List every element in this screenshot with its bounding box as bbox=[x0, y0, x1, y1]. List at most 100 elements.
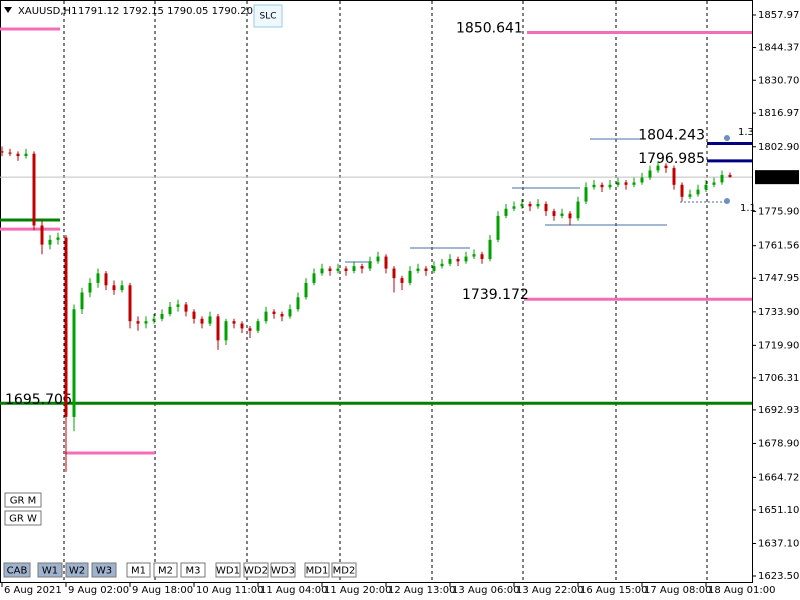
button[interactable]: WD2 bbox=[243, 562, 269, 578]
candle-body bbox=[208, 316, 212, 324]
marker-label: 1.3 bbox=[738, 127, 754, 138]
candle-body bbox=[400, 278, 404, 283]
button-label: WD3 bbox=[271, 566, 295, 577]
button-frame bbox=[331, 562, 357, 578]
level-label: 1850.641 bbox=[456, 21, 523, 37]
y-tick-label: 1637.10 bbox=[758, 538, 799, 549]
candle-body bbox=[128, 285, 132, 322]
button-frame bbox=[4, 510, 42, 526]
candle-body bbox=[712, 182, 716, 185]
candle-body bbox=[408, 270, 412, 283]
candle-body bbox=[296, 297, 300, 310]
button[interactable]: M3 bbox=[180, 562, 206, 578]
candle-body bbox=[360, 266, 364, 269]
candle-body bbox=[96, 273, 100, 283]
y-tick-label: 1802.90 bbox=[758, 142, 799, 153]
candle-body bbox=[288, 309, 292, 317]
y-tick-label: 1623.50 bbox=[758, 571, 799, 582]
candle-body bbox=[136, 321, 140, 324]
candle-body bbox=[200, 318, 204, 324]
button-frame bbox=[37, 562, 63, 578]
button-label: W1 bbox=[42, 566, 58, 577]
candle-body bbox=[584, 187, 588, 202]
candle-body bbox=[312, 273, 316, 283]
candle-body bbox=[552, 211, 556, 216]
button-label: WD2 bbox=[244, 566, 268, 577]
x-tick-label: 11 Aug 04:00 bbox=[260, 585, 327, 596]
button[interactable]: MD2 bbox=[331, 562, 357, 578]
candle-body bbox=[656, 165, 660, 171]
candle-body bbox=[416, 268, 420, 271]
candle-body bbox=[192, 311, 196, 319]
menu-arrow[interactable] bbox=[4, 7, 12, 13]
anchor-dot bbox=[724, 135, 730, 141]
candle-body bbox=[64, 237, 68, 417]
button-frame bbox=[65, 562, 89, 578]
y-tick-label: 1775.90 bbox=[758, 206, 799, 217]
button-label: M3 bbox=[186, 566, 201, 577]
candle-body bbox=[696, 189, 700, 195]
candle-body bbox=[480, 254, 484, 259]
candle-body bbox=[672, 168, 676, 185]
button[interactable]: CAB bbox=[3, 562, 31, 578]
button[interactable]: W3 bbox=[91, 562, 117, 578]
y-tick-label: 1830.70 bbox=[758, 75, 799, 86]
candle-body bbox=[264, 311, 268, 322]
x-tick-label: 16 Aug 15:00 bbox=[580, 585, 647, 596]
candle-body bbox=[256, 321, 260, 331]
plot-frame bbox=[0, 0, 753, 583]
x-tick-label: 12 Aug 13:00 bbox=[388, 585, 455, 596]
candle-body bbox=[456, 258, 460, 262]
button[interactable]: WD3 bbox=[270, 562, 296, 578]
candle-body bbox=[512, 206, 516, 209]
candle-body bbox=[248, 328, 252, 331]
button[interactable]: WD1 bbox=[215, 562, 241, 578]
candle-body bbox=[272, 311, 276, 315]
candle-body bbox=[368, 261, 372, 269]
button-label: W3 bbox=[96, 566, 112, 577]
x-tick-label: 6 Aug 2021 bbox=[4, 585, 62, 596]
candle-body bbox=[536, 203, 540, 207]
candle-body bbox=[40, 225, 44, 245]
ohlc: 1791.12 1792.15 1790.05 1790.20 bbox=[78, 6, 253, 17]
candle-body bbox=[488, 239, 492, 259]
button[interactable]: M2 bbox=[153, 562, 178, 578]
button[interactable]: GR M bbox=[4, 492, 42, 508]
candle-body bbox=[0, 151, 4, 153]
last-price-box bbox=[755, 170, 799, 185]
candle-body bbox=[448, 258, 452, 264]
y-tick-label: 1761.56 bbox=[758, 241, 799, 252]
button[interactable]: M1 bbox=[126, 562, 151, 578]
button-frame bbox=[215, 562, 241, 578]
candle-body bbox=[384, 256, 388, 269]
candle-body bbox=[120, 285, 124, 291]
button-label: M1 bbox=[131, 566, 146, 577]
button-frame bbox=[304, 562, 330, 578]
button[interactable]: SLC bbox=[253, 4, 283, 28]
button[interactable]: MD1 bbox=[304, 562, 330, 578]
candle-body bbox=[648, 170, 652, 178]
button-label: WD1 bbox=[216, 566, 240, 577]
y-tick-label: 1678.90 bbox=[758, 438, 799, 449]
button-frame bbox=[126, 562, 151, 578]
candle-body bbox=[720, 174, 724, 183]
button-frame bbox=[4, 492, 42, 508]
candle-body bbox=[464, 256, 468, 262]
y-tick-label: 1733.90 bbox=[758, 307, 799, 318]
button-frame bbox=[243, 562, 269, 578]
candle-body bbox=[232, 321, 236, 324]
candle-body bbox=[352, 266, 356, 271]
symbol: XAUUSD,H1 bbox=[18, 6, 77, 17]
button-label: M2 bbox=[158, 566, 173, 577]
candle-body bbox=[48, 239, 52, 245]
candle-body bbox=[160, 314, 164, 319]
button[interactable]: W1 bbox=[37, 562, 63, 578]
y-tick-label: 1747.95 bbox=[758, 273, 799, 284]
button[interactable]: W2 bbox=[65, 562, 89, 578]
candle-body bbox=[320, 268, 324, 274]
anchor-dot bbox=[724, 198, 730, 204]
last-price-label: 1790.20 bbox=[758, 172, 799, 183]
candle-body bbox=[240, 323, 244, 329]
candle-body bbox=[112, 285, 116, 291]
button[interactable]: GR W bbox=[4, 510, 42, 526]
